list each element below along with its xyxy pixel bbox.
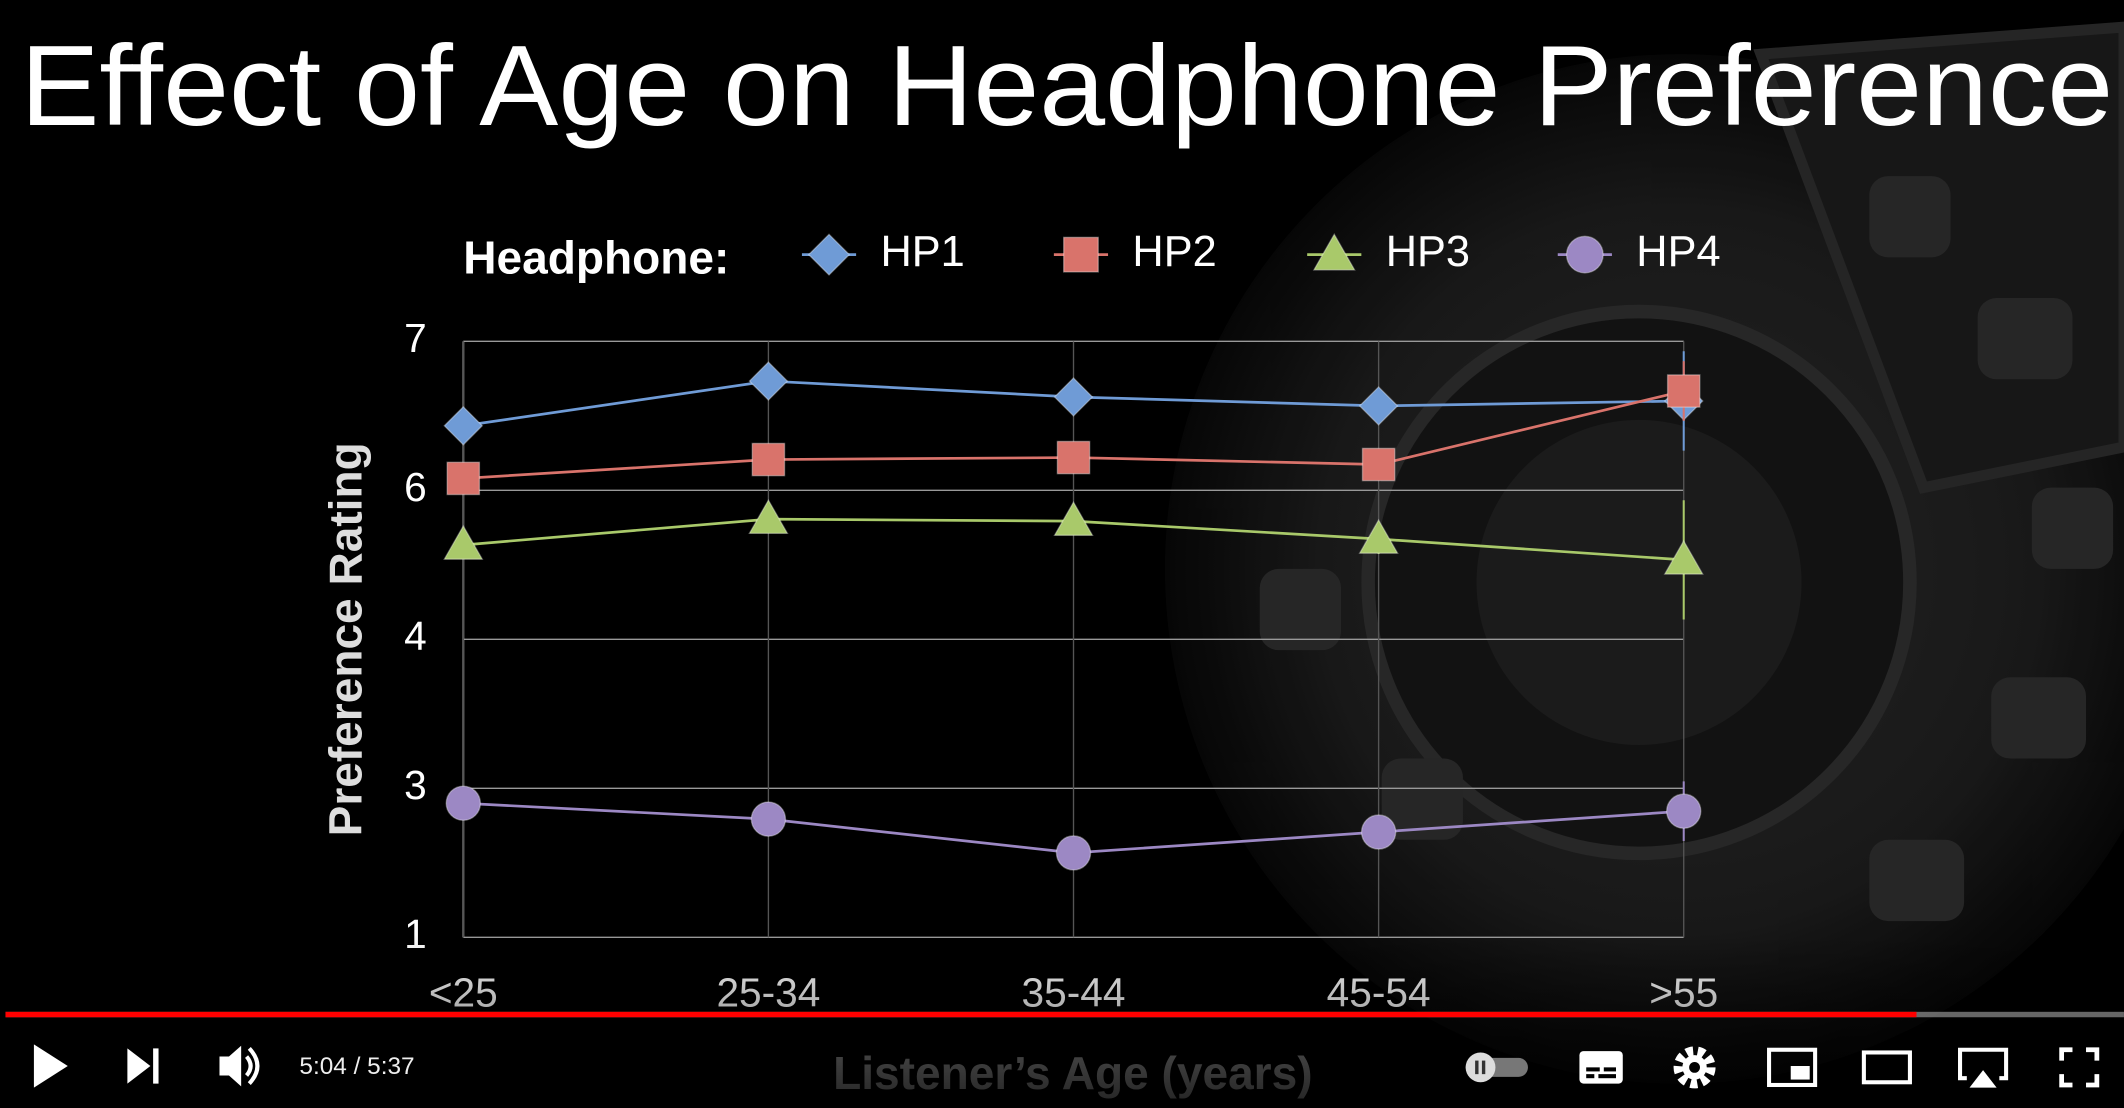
subtitles-button[interactable] [1579, 1051, 1623, 1084]
marker [1663, 539, 1704, 575]
legend-title: Headphone: [463, 232, 729, 284]
legend-label: HP4 [1636, 228, 1720, 276]
marker [1358, 385, 1399, 426]
miniplayer-button[interactable] [1767, 1047, 1818, 1088]
autoplay-toggle[interactable] [1465, 1052, 1528, 1083]
marker [1063, 236, 1099, 273]
marker [751, 442, 786, 477]
marker [1361, 447, 1396, 482]
theater-button[interactable] [1861, 1050, 1912, 1085]
y-tick-label: 3 [404, 762, 427, 808]
marker [1055, 835, 1092, 871]
airplay-button[interactable] [1958, 1047, 2009, 1088]
marker [1053, 377, 1094, 417]
marker [1665, 793, 1702, 829]
y-tick-label: 6 [404, 464, 427, 510]
marker [1565, 235, 1604, 274]
marker [1053, 500, 1094, 537]
volume-button[interactable] [219, 1045, 260, 1087]
headphone-image [1165, 21, 2124, 1084]
marker [1312, 232, 1356, 271]
marker [750, 801, 787, 837]
marker [1666, 374, 1701, 408]
controls-shade [0, 934, 2124, 1108]
progress-played[interactable] [5, 1011, 1917, 1018]
marker [446, 461, 481, 496]
marker [807, 233, 851, 276]
fullscreen-button[interactable] [2059, 1047, 2100, 1088]
marker [445, 785, 482, 821]
y-axis-title: Preference Rating [320, 442, 372, 836]
legend-label: HP2 [1132, 228, 1216, 276]
marker [1056, 440, 1091, 475]
time-display: 5:04 / 5:37 [299, 1053, 414, 1080]
legend-label: HP3 [1386, 228, 1470, 276]
marker [443, 524, 484, 560]
play-button[interactable] [33, 1044, 68, 1088]
marker [748, 361, 789, 401]
next-button[interactable] [127, 1048, 159, 1084]
chart-title: Effect of Age on Headphone Preference [20, 23, 2113, 150]
y-tick-label: 4 [404, 613, 427, 659]
marker [1358, 518, 1399, 554]
marker [1360, 814, 1397, 850]
player-controls: 5:04 / 5:37 [5, 1011, 2124, 1089]
marker [443, 405, 484, 446]
y-tick-label: 7 [404, 315, 427, 361]
marker [748, 498, 789, 535]
legend-label: HP1 [880, 228, 964, 276]
